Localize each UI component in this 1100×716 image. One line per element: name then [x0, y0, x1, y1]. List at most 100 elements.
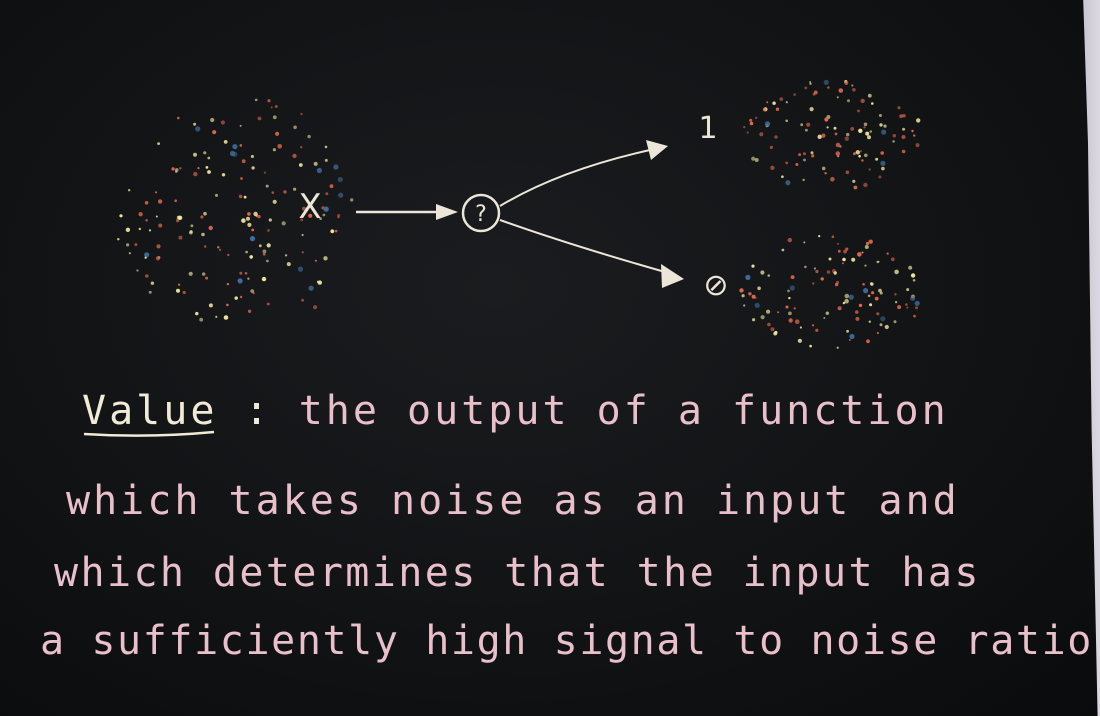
noise-dot	[263, 171, 266, 174]
noise-dot	[916, 118, 921, 123]
decision-node-label: ?	[475, 202, 487, 227]
noise-dot	[298, 163, 303, 167]
noise-dot	[824, 117, 829, 122]
noise-dot	[208, 225, 213, 231]
noise-dot	[117, 238, 120, 241]
noise-dot	[868, 168, 871, 171]
noise-dot	[144, 201, 149, 205]
noise-dot	[876, 260, 879, 264]
noise-dot	[286, 262, 291, 267]
noise-dot	[785, 180, 791, 186]
noise-dot	[857, 252, 862, 257]
noise-dot	[126, 243, 130, 247]
noise-dot	[743, 304, 746, 307]
noise-dot	[836, 96, 839, 99]
noise-dot	[878, 288, 882, 293]
noise-dot	[274, 105, 278, 108]
noise-dot	[865, 241, 870, 246]
noise-dot	[775, 107, 780, 111]
noise-dot	[210, 117, 215, 123]
noise-dot	[241, 218, 246, 223]
noise-dot	[795, 163, 799, 166]
noise-dot	[176, 288, 180, 293]
noise-dot	[262, 252, 266, 256]
noise-dot	[266, 259, 269, 263]
noise-dot	[157, 199, 163, 204]
noise-dot	[251, 166, 255, 170]
noise-dot	[868, 239, 873, 244]
noise-dot	[301, 233, 304, 237]
noise-dot	[226, 303, 229, 307]
noise-dot	[789, 285, 795, 291]
noise-dot	[254, 98, 258, 102]
noise-dot	[826, 270, 831, 274]
noise-dot	[171, 167, 175, 171]
noise-dot	[880, 151, 884, 155]
noise-dot	[246, 216, 250, 221]
noise-dot	[852, 88, 856, 92]
noise-dot	[844, 293, 850, 299]
input-label: X	[298, 187, 321, 227]
input-noise-cloud	[117, 98, 354, 322]
noise-dot	[895, 301, 898, 304]
definition-line-3: which determines that the input has	[54, 550, 981, 596]
noise-dot	[858, 303, 863, 308]
noise-dot	[253, 211, 258, 217]
noise-dot	[757, 286, 761, 291]
noise-dot	[293, 125, 297, 130]
noise-dot	[746, 131, 749, 134]
noise-dot	[913, 134, 916, 137]
noise-dot	[244, 272, 248, 275]
branch-bottom-arrowhead	[661, 264, 684, 288]
noise-dot	[223, 140, 228, 144]
noise-dot	[837, 306, 842, 311]
noise-dot	[846, 132, 850, 137]
noise-dot	[741, 294, 745, 298]
definition-line-1-rest: the output of a function	[298, 388, 949, 434]
noise-dot	[745, 274, 751, 280]
noise-dot	[195, 311, 199, 316]
noise-dot	[239, 124, 242, 127]
noise-dot	[338, 192, 344, 198]
noise-dot	[251, 228, 255, 232]
noise-dot	[240, 177, 243, 180]
noise-dot	[144, 252, 150, 258]
noise-dot	[830, 177, 835, 182]
noise-dot	[915, 143, 920, 148]
noise-dot	[911, 129, 914, 133]
noise-dot	[205, 276, 209, 280]
noise-dot	[828, 257, 832, 261]
noise-dot	[329, 184, 334, 189]
noise-dot	[806, 122, 811, 127]
noise-dot	[826, 126, 829, 129]
noise-dot	[824, 172, 827, 175]
noise-dot	[817, 134, 822, 139]
noise-dot	[908, 265, 913, 270]
noise-dot	[902, 127, 906, 131]
noise-dot	[241, 159, 246, 164]
noise-dot	[350, 198, 354, 202]
noise-dot	[805, 128, 808, 132]
noise-dot	[322, 213, 326, 217]
output-top-label: 1	[698, 111, 717, 146]
noise-dot	[268, 218, 272, 222]
noise-dot	[760, 270, 765, 275]
noise-dot	[752, 318, 756, 322]
noise-dot	[749, 118, 753, 122]
noise-dot	[842, 262, 844, 265]
noise-dot	[892, 134, 896, 138]
noise-dot	[848, 294, 854, 300]
noise-dot	[148, 229, 152, 232]
noise-dot	[292, 153, 297, 159]
noise-dot	[851, 84, 854, 87]
noise-dot	[881, 129, 887, 135]
output-one-cloud	[743, 79, 921, 190]
noise-dot	[175, 170, 178, 173]
noise-dot	[245, 250, 248, 254]
noise-dot	[779, 97, 784, 101]
noise-dot	[300, 146, 303, 149]
noise-dot	[868, 320, 871, 323]
noise-dot	[158, 223, 163, 228]
noise-dot	[179, 167, 182, 170]
